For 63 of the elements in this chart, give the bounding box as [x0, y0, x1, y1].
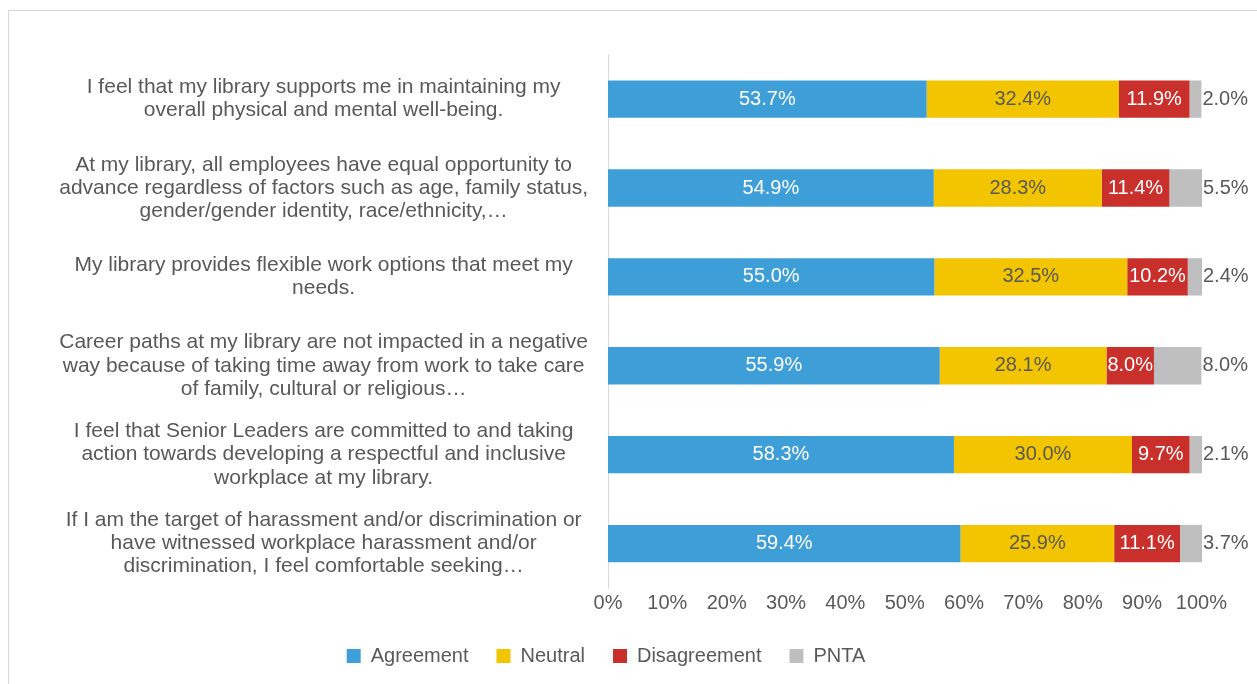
bar: [1189, 436, 1202, 474]
y-tick-label: At my library, all employees have equal opportunity to advance regardless of factors such as age, family status, gender/gender identity, race/ethnicity,…: [59, 151, 588, 221]
data-label: 2.1%: [1203, 442, 1249, 465]
bar: [608, 347, 940, 385]
x-tick-label: 80%: [1062, 590, 1103, 613]
legend-label: Disagreement: [636, 643, 762, 666]
bar: [1187, 258, 1202, 296]
bar: [608, 258, 935, 296]
y-tick-label: Career paths at my library are not impacted in a negative way because of taking time away from work to take care of family, cultural or religious…: [59, 329, 588, 399]
data-label: 53.7%: [738, 86, 796, 109]
data-label: 2.4%: [1203, 264, 1249, 287]
data-label: 32.4%: [994, 86, 1052, 109]
bar: [960, 524, 1115, 563]
bar: [1180, 524, 1202, 563]
data-label: 55.9%: [745, 353, 803, 376]
bar: [1169, 169, 1202, 207]
x-tick-label: 100%: [1175, 590, 1228, 613]
y-tick-label: I feel that Senior Leaders are committed to and taking action towards developing a respectful and inclusive workplace at my library.: [73, 418, 574, 488]
y-tick-label: I feel that my library supports me in maintaining my overall physical and mental well-being.: [86, 74, 562, 121]
legend-label: Neutral: [520, 643, 585, 666]
bar: [608, 524, 961, 563]
x-tick-label: 90%: [1122, 590, 1163, 613]
y-tick-label: If I am the target of harassment and/or discrimination or have witnessed workplace harassment and/or discrimination, I feel comfortable seeking…: [65, 507, 582, 577]
data-label: 25.9%: [1008, 531, 1066, 554]
bar: [608, 169, 934, 207]
data-label: 54.9%: [742, 175, 800, 198]
data-label: 2.0%: [1202, 86, 1249, 109]
x-tick-label: 30%: [766, 590, 807, 613]
x-tick-label: 50%: [884, 590, 925, 613]
data-label: 11.1%: [1119, 531, 1175, 554]
x-tick-label: 70%: [1003, 590, 1044, 613]
data-label: 10.2%: [1129, 264, 1187, 287]
x-tick-label: 0%: [593, 590, 623, 613]
bar: [1153, 347, 1202, 385]
data-label: 28.3%: [989, 175, 1047, 198]
data-label: 55.0%: [742, 264, 800, 287]
legend-label: PNTA: [813, 643, 866, 666]
data-label: 32.5%: [1002, 264, 1060, 287]
data-label: 30.0%: [1014, 442, 1072, 465]
bar: [939, 347, 1107, 385]
bar: [608, 436, 954, 474]
data-label: 8.0%: [1202, 353, 1249, 376]
data-label: 11.9%: [1126, 86, 1183, 109]
bar: [1189, 80, 1202, 118]
data-label: 5.5%: [1203, 175, 1249, 198]
y-tick-label: My library provides flexible work options that meet my needs.: [74, 252, 574, 299]
data-label: 9.7%: [1137, 442, 1184, 465]
bar: [933, 169, 1102, 207]
bar: [953, 436, 1132, 474]
bar: [934, 258, 1128, 296]
bar: [608, 80, 927, 118]
data-label: 3.7%: [1203, 531, 1249, 554]
x-tick-label: 10%: [647, 590, 688, 613]
x-tick-label: 20%: [706, 590, 747, 613]
data-label: 59.4%: [755, 531, 813, 554]
data-label: 58.3%: [752, 442, 810, 465]
data-label: 8.0%: [1107, 353, 1154, 376]
bar: [926, 80, 1119, 118]
legend-label: Agreement: [370, 643, 469, 666]
x-tick-label: 40%: [825, 590, 866, 613]
data-label: 28.1%: [994, 353, 1052, 376]
x-tick-label: 60%: [944, 590, 985, 613]
data-label: 11.4%: [1107, 175, 1164, 198]
